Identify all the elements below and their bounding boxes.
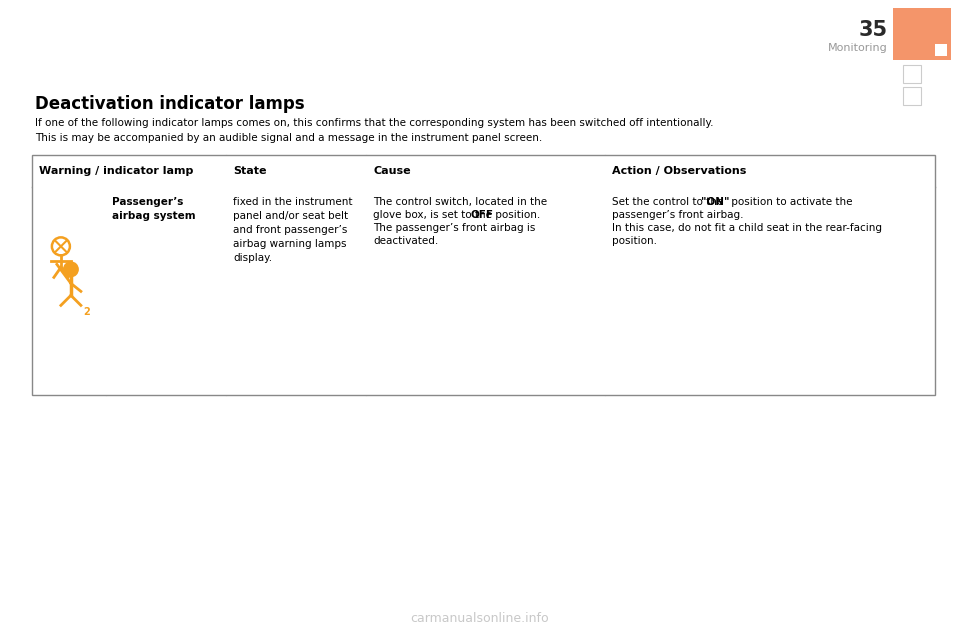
Bar bbox=[903, 87, 921, 105]
Text: Cause: Cause bbox=[373, 166, 411, 176]
Text: 2: 2 bbox=[83, 307, 89, 317]
Text: The passenger’s front airbag is: The passenger’s front airbag is bbox=[373, 223, 536, 233]
Text: OFF: OFF bbox=[470, 210, 493, 220]
Text: fixed in the instrument
panel and/or seat belt
and front passenger’s
airbag warn: fixed in the instrument panel and/or sea… bbox=[233, 197, 352, 263]
Bar bbox=[893, 8, 951, 60]
Text: Set the control to the: Set the control to the bbox=[612, 197, 727, 207]
Text: position to activate the: position to activate the bbox=[729, 197, 852, 207]
Text: Action / Observations: Action / Observations bbox=[612, 166, 747, 176]
Text: Deactivation indicator lamps: Deactivation indicator lamps bbox=[35, 95, 304, 113]
Text: If one of the following indicator lamps comes on, this confirms that the corresp: If one of the following indicator lamps … bbox=[35, 118, 713, 128]
Text: State: State bbox=[233, 166, 267, 176]
Bar bbox=[903, 65, 921, 83]
Text: position.: position. bbox=[612, 236, 658, 246]
Text: In this case, do not fit a child seat in the rear-facing: In this case, do not fit a child seat in… bbox=[612, 223, 882, 233]
Text: "ON": "ON" bbox=[702, 197, 730, 207]
Text: Passenger’s
airbag system: Passenger’s airbag system bbox=[111, 197, 196, 221]
Text: This is may be accompanied by an audible signal and a message in the instrument : This is may be accompanied by an audible… bbox=[35, 133, 542, 143]
Circle shape bbox=[63, 261, 79, 277]
Bar bbox=[935, 44, 947, 56]
Text: position.: position. bbox=[492, 210, 540, 220]
Bar bbox=[32, 187, 106, 395]
Text: 35: 35 bbox=[859, 20, 888, 40]
Bar bbox=[32, 187, 935, 395]
Text: glove box, is set to the: glove box, is set to the bbox=[373, 210, 495, 220]
Text: The control switch, located in the: The control switch, located in the bbox=[373, 197, 547, 207]
Bar bbox=[32, 155, 935, 187]
Text: carmanualsonline.info: carmanualsonline.info bbox=[411, 612, 549, 625]
Text: deactivated.: deactivated. bbox=[373, 236, 439, 246]
Bar bbox=[32, 155, 935, 395]
Text: passenger’s front airbag.: passenger’s front airbag. bbox=[612, 210, 744, 220]
Text: Monitoring: Monitoring bbox=[828, 43, 888, 53]
Text: Warning / indicator lamp: Warning / indicator lamp bbox=[39, 166, 193, 176]
